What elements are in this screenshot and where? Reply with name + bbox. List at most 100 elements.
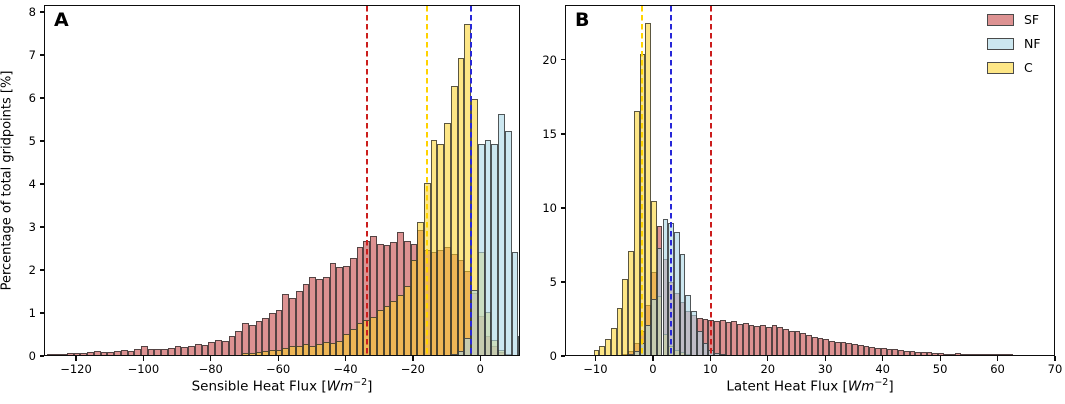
bar-NF [633,351,640,355]
bar-SF [376,244,384,355]
y-tick [560,207,565,209]
bar-C [343,334,350,355]
x-tick [824,356,826,361]
bar-SF [262,318,270,355]
x-tick [882,356,884,361]
bar-SF [961,353,967,355]
x-tick [767,356,769,361]
bar-SF [370,235,377,355]
x-tick-label: −100 [127,362,160,376]
x-tick [479,356,481,361]
y-tick-label: 5 [28,133,36,148]
bar-SF [737,323,743,355]
bar-SF [316,279,323,355]
bar-C [633,110,640,355]
bar-SF [221,341,229,355]
bar-NF [484,139,492,355]
x-tick-label: 70 [1047,362,1063,376]
bar-SF [794,331,801,355]
bar-SF [181,347,189,355]
panel-letter-a: A [54,9,69,31]
bar-C [645,23,651,355]
legend-item-sf: SF [987,12,1046,27]
y-tick-label: 10 [542,200,557,215]
bar-SF [208,341,216,355]
bar-C [457,58,465,355]
y-tick-label: 20 [542,52,557,67]
bar-SF [188,345,195,355]
bar-SF [161,348,168,355]
bar-SF [60,354,67,355]
x-tick-label: −120 [60,362,92,376]
bar-SF [215,339,222,355]
bar-SF [800,332,807,355]
bar-C [356,322,364,355]
x-label-unit: Wm [326,378,354,395]
bar-SF [783,329,789,355]
bar-C [376,309,384,355]
x-tick-label: 50 [932,362,948,376]
bar-NF [450,353,458,355]
bar-SF [80,353,88,355]
panel-a: A Percentage of total gridpoints [%] Sen… [0,5,520,395]
bar-SF [915,352,921,355]
bar-SF [932,352,939,355]
bar-SF [356,246,364,355]
x-tick-label: 60 [990,362,1005,376]
bar-SF [863,346,870,355]
bar-SF [66,353,74,355]
legend: SF NF C [987,12,1046,75]
y-tick [39,226,44,228]
bar-C [437,144,445,355]
bar-SF [972,354,979,355]
x-label-unit: Wm [847,378,875,395]
bar-NF [457,350,465,355]
y-tick [39,140,44,142]
bar-SF [869,346,876,355]
mean-line-SF [710,6,713,355]
x-tick-label: 0 [476,362,484,376]
bar-C [289,345,296,355]
bar-C [616,307,623,355]
bar-C [610,328,617,355]
x-label-exponent: −2 [353,377,368,388]
bar-C [370,317,377,355]
bar-SF [702,319,709,355]
x-tick [142,356,145,361]
bar-SF [886,349,893,355]
bar-NF [714,352,720,355]
bar-SF [100,352,108,355]
bar-SF [242,322,249,355]
x-tick [939,356,941,361]
bar-NF [498,114,505,355]
bar-SF [995,353,1002,355]
panel-b: B Latent Heat Flux [Wm−2] SF NF C −10 0 10… [542,5,1062,395]
bar-NF [477,144,485,355]
bar-C [269,349,276,355]
x-tick [652,356,654,361]
bar-C [593,349,600,355]
y-tick [560,133,565,135]
bar-SF [174,346,182,355]
bar-C [444,122,451,355]
x-axis-label-b: Latent Heat Flux [Wm−2] [565,377,1055,395]
x-label-exponent: −2 [874,377,889,388]
bar-SF [898,350,904,355]
x-tick [594,356,597,361]
bar-SF [806,335,812,355]
bar-SF [834,341,841,355]
bar-SF [777,326,784,355]
y-tick-label: 8 [28,4,36,19]
bar-SF [87,352,94,355]
bar-C [397,294,404,355]
x-tick [210,356,212,361]
bar-NF [691,310,697,355]
y-tick-label: 6 [28,90,36,105]
bar-SF [840,342,847,355]
x-tick-label: 0 [649,362,657,376]
bar-SF [322,277,330,355]
legend-label-c: C [1024,60,1033,75]
bar-SF [383,245,391,355]
bar-SF [73,352,81,355]
y-tick [560,355,565,357]
